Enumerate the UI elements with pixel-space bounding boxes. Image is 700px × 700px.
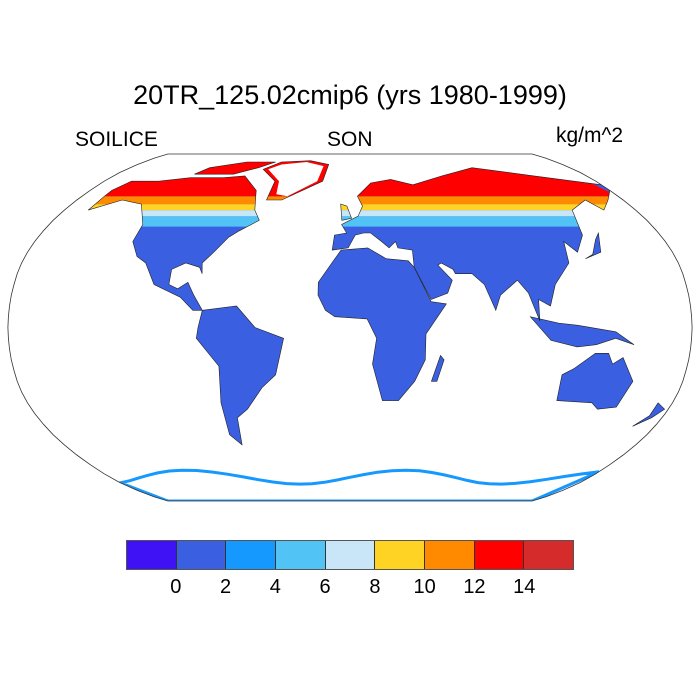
madagascar-landmass — [431, 355, 445, 382]
soilice-band — [88, 204, 636, 211]
greenland-ice — [268, 162, 324, 197]
colorbar-label: 2 — [219, 576, 232, 598]
colorbar-box — [474, 541, 525, 569]
south-america-landmass — [196, 306, 284, 445]
indonesia-landmass — [530, 316, 635, 347]
new-zealand-landmass — [632, 402, 665, 427]
colorbar-box — [127, 541, 177, 569]
colorbar-box — [176, 541, 227, 569]
soilice-band — [88, 196, 629, 205]
colorbar-label: 6 — [319, 576, 331, 598]
colorbar-box — [325, 541, 376, 569]
colorbar-box — [276, 541, 326, 569]
season-label: SON — [327, 128, 373, 151]
colorbar-label: 14 — [513, 576, 536, 598]
colorbar-label: 10 — [413, 576, 436, 598]
soilice-band — [88, 160, 618, 197]
units-label: kg/m^2 — [556, 124, 624, 147]
australia-landmass — [556, 353, 633, 410]
colorbar-label: 4 — [269, 576, 281, 598]
colorbar — [126, 540, 574, 570]
colorbar-box — [524, 541, 574, 569]
colorbar-label: 12 — [463, 576, 486, 598]
antarctica — [115, 468, 600, 501]
map-border — [7, 153, 693, 502]
colorbar-box — [425, 541, 475, 569]
soilice-band — [88, 210, 643, 217]
variable-label: SOILICE — [75, 128, 158, 151]
colorbar-label: 8 — [369, 576, 381, 598]
africa-landmass — [318, 247, 447, 401]
colorbar-label: 0 — [170, 576, 182, 598]
soilice-band — [88, 216, 653, 227]
japan-landmass — [585, 233, 601, 259]
plot-title: 20TR_125.02cmip6 (yrs 1980-1999) — [133, 80, 567, 110]
colorbar-box — [375, 541, 426, 569]
colorbar-box — [226, 541, 277, 569]
